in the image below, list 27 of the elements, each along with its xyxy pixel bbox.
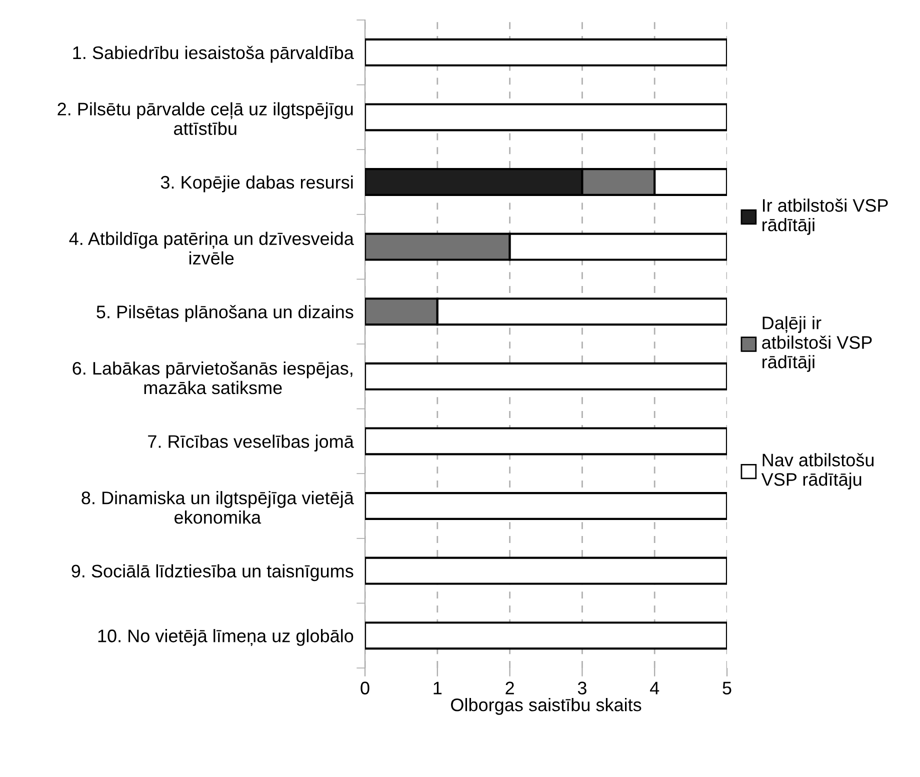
x-tick-label: 2	[506, 682, 514, 694]
bar	[365, 427, 727, 456]
x-tick-label: 0	[360, 682, 370, 694]
x-tick-label: 5	[722, 682, 732, 694]
y-tick-label: 5. Pilsētas plānošana un dizains	[96, 305, 354, 322]
legend-label: Daļēji ir atbilstoši VSP rādītāji	[762, 316, 872, 372]
x-tick-label: 4	[650, 682, 660, 694]
y-tick-label: 9. Sociālā līdztiesība un taisnīgums	[72, 564, 354, 582]
bar	[365, 622, 727, 650]
y-tick-label: 4. Atbildīga patēriņa un dzīvesveida izvēle	[69, 232, 354, 265]
bar	[365, 362, 727, 390]
legend-label: Ir atbilstoši VSP rādītāji	[762, 198, 888, 235]
bar	[365, 103, 727, 132]
y-tick-label: 1. Sabiedrību iesaistoša pārvaldība	[73, 46, 354, 63]
x-tick-label: 1	[434, 682, 442, 694]
bar	[365, 492, 727, 520]
y-tick-label: 7. Rīcības veselības jomā	[148, 434, 354, 452]
x-axis-title: Olborgas saistību skaits	[451, 698, 642, 715]
y-tick-label: 10. No vietējā līmeņa uz globālo	[98, 629, 354, 646]
y-tick-label: 2. Pilsētu pārvalde ceļā uz ilgtspējīgu attīstību	[58, 102, 353, 135]
bar	[365, 38, 727, 66]
bar	[365, 556, 727, 585]
x-tick-label: 3	[578, 682, 586, 694]
legend-label: Nav atbilstošu VSP rādītāju	[761, 453, 874, 490]
y-tick-label: 8. Dinamiska un ilgtspējīga vietējā ekonomika	[82, 491, 354, 524]
y-tick-label: 3. Kopējie dabas resursi	[160, 175, 353, 192]
y-tick-label: 6. Labākas pārvietošanās iespējas, mazāka satiksme	[72, 361, 352, 394]
